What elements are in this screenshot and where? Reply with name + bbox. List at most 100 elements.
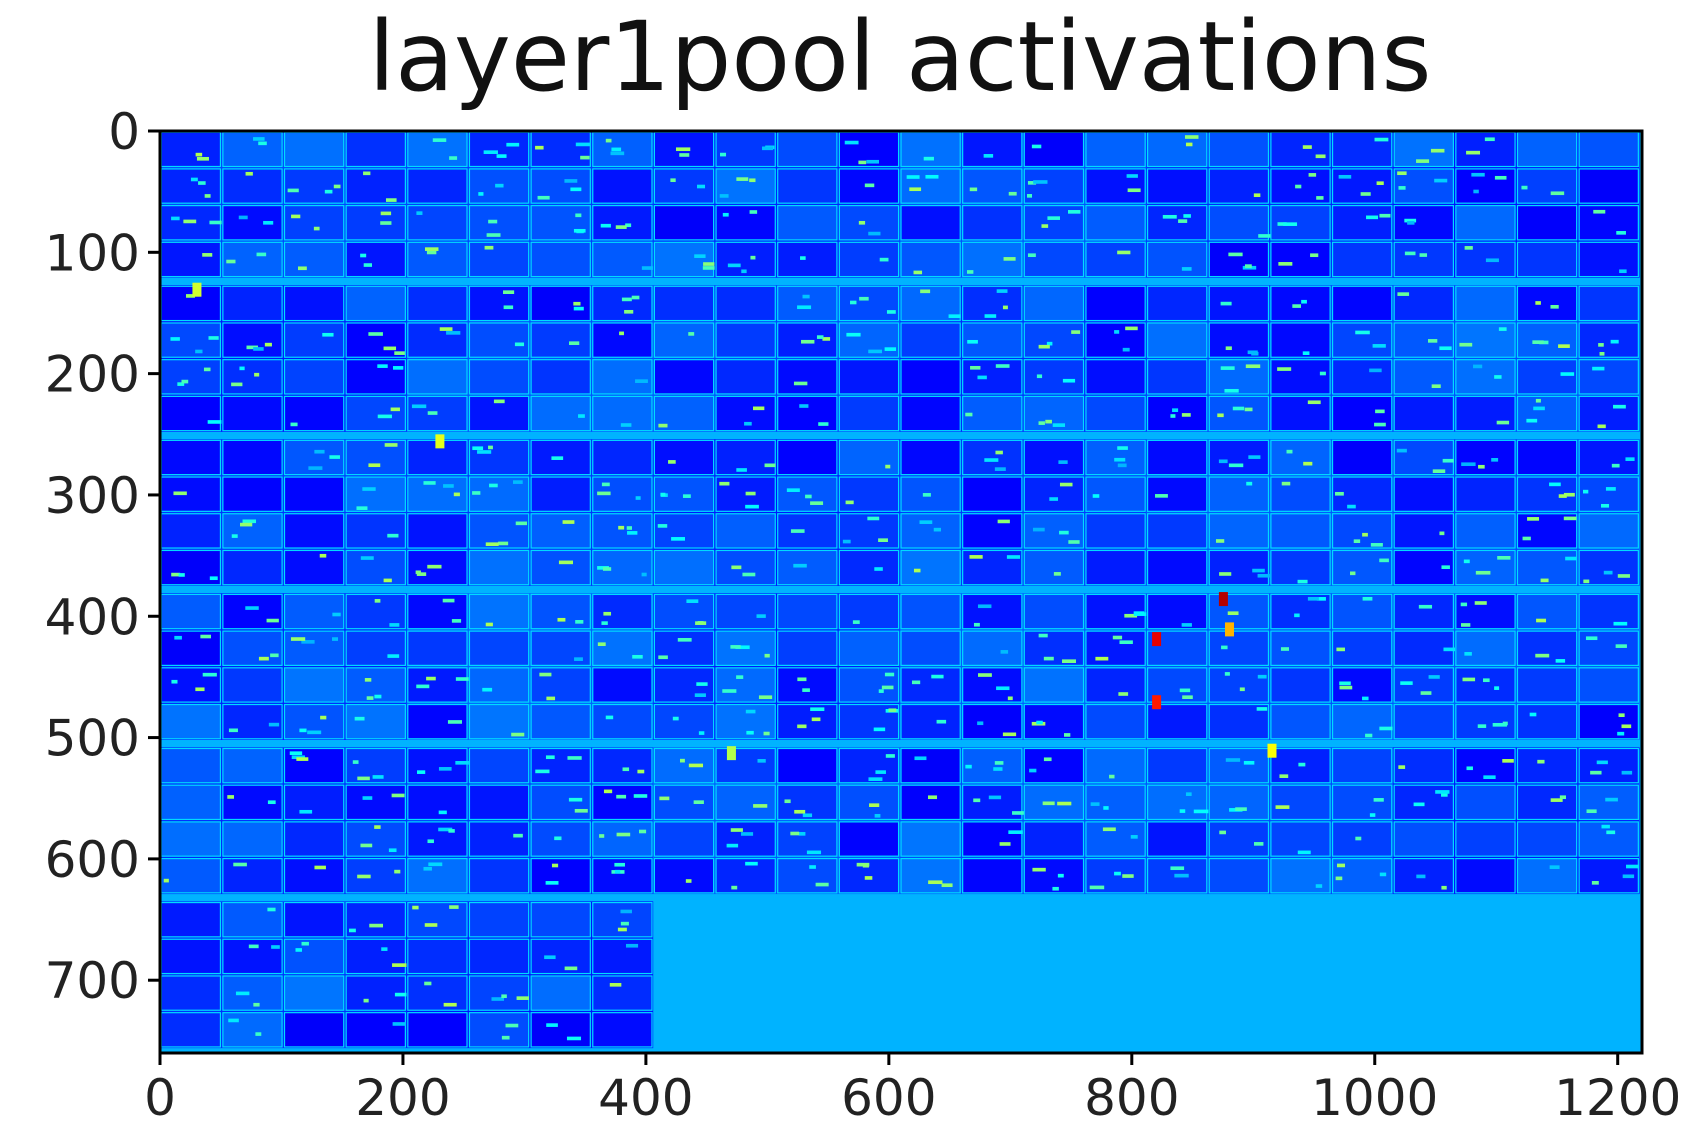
activation-speck [1590, 770, 1602, 775]
activation-speck [506, 142, 520, 147]
feature-map-cell [1516, 784, 1578, 821]
feature-map-cell [1331, 821, 1393, 857]
feature-map-cell [345, 549, 406, 586]
activation-speck [1373, 798, 1384, 802]
activation-speck [867, 516, 880, 521]
feature-map-cell [468, 975, 530, 1011]
feature-map-cell [283, 241, 345, 278]
activation-speck [357, 874, 371, 879]
feature-map-cell [715, 168, 776, 204]
activation-speck [1133, 612, 1149, 616]
activation-speck [426, 676, 436, 681]
feature-map-cell [407, 359, 468, 395]
feature-map-cell [900, 593, 961, 630]
activation-speck [798, 832, 806, 836]
feature-map-cell [1208, 285, 1270, 322]
activation-speck [427, 839, 434, 844]
feature-map-cell [900, 513, 961, 549]
activation-speck [1350, 571, 1356, 576]
feature-map-cell [1455, 667, 1516, 703]
activation-speck [995, 450, 1003, 455]
feature-map-cell [653, 857, 715, 894]
activation-speck [203, 367, 211, 372]
activation-speck [1443, 647, 1455, 652]
feature-map-cell [1455, 630, 1516, 666]
activation-speck [1243, 760, 1255, 765]
activation-speck [1477, 724, 1487, 728]
feature-map-cell [222, 241, 283, 278]
feature-map-cell [592, 285, 653, 322]
activation-speck [368, 332, 383, 336]
activation-speck [488, 219, 498, 224]
activation-speck [491, 997, 505, 1001]
activation-speck [694, 254, 706, 258]
activation-speck [1256, 707, 1268, 711]
activation-speck [984, 458, 999, 462]
activation-speck [632, 654, 643, 659]
feature-map-cell [222, 975, 283, 1011]
feature-map-cell [653, 747, 715, 784]
feature-map-cell [592, 784, 653, 821]
feature-map-cell [1578, 168, 1639, 204]
activation-speck [1053, 572, 1061, 576]
activation-speck [1232, 406, 1245, 411]
activation-speck [573, 301, 581, 306]
activation-speck [1219, 830, 1226, 835]
feature-map-cell [222, 938, 283, 975]
activation-speck [1277, 222, 1287, 226]
activation-speck [1498, 327, 1507, 331]
feature-map-cell [1516, 205, 1578, 241]
activation-speck [1605, 487, 1616, 491]
activation-speck [1398, 765, 1406, 769]
activation-speck [605, 715, 614, 720]
activation-speck [1297, 579, 1308, 584]
y-tick-label: 300 [45, 467, 140, 525]
feature-map-cell [283, 322, 345, 358]
activation-speck [1052, 423, 1066, 427]
activation-speck [231, 534, 238, 538]
activation-speck [1622, 874, 1635, 879]
activation-speck [805, 494, 812, 499]
activation-speck [1613, 621, 1628, 626]
feature-map-cell [592, 901, 653, 938]
activation-speck [1522, 536, 1531, 541]
activation-speck [1122, 874, 1134, 878]
activation-speck [301, 941, 309, 946]
activation-speck [866, 159, 880, 164]
activation-speck [1626, 864, 1639, 869]
activation-speck [1174, 873, 1189, 878]
feature-map-cell [530, 901, 591, 938]
feature-map-cell [222, 476, 283, 512]
activation-speck [679, 153, 690, 157]
activation-speck [1600, 503, 1610, 508]
activation-speck [482, 687, 493, 692]
activation-speck [424, 923, 438, 927]
feature-map-cell [777, 359, 838, 395]
activation-speck [356, 506, 368, 510]
activation-speck [1397, 171, 1407, 176]
activation-speck [424, 247, 439, 251]
activation-speck [1114, 330, 1120, 334]
activation-speck [268, 722, 280, 727]
activation-speck [614, 869, 621, 874]
activation-speck [1302, 351, 1310, 356]
activation-speck [1338, 174, 1352, 179]
activation-speck [1301, 299, 1307, 304]
activation-speck [969, 555, 983, 559]
activation-speck [1117, 250, 1131, 255]
feature-map-cell [1455, 784, 1516, 821]
feature-map-cell [345, 168, 406, 204]
activation-speck [1362, 532, 1368, 537]
activation-speck [599, 834, 605, 838]
activation-speck [495, 183, 504, 188]
activation-speck [1130, 835, 1138, 839]
activation-speck [1315, 154, 1326, 159]
feature-map-cell [345, 938, 406, 975]
activation-speck [641, 572, 647, 577]
activation-speck [472, 446, 484, 451]
feature-map-cell [283, 168, 345, 204]
activation-speck [627, 531, 638, 535]
y-tick-label: 100 [45, 224, 140, 282]
activation-speck [1246, 481, 1253, 486]
activation-speck [567, 756, 582, 760]
